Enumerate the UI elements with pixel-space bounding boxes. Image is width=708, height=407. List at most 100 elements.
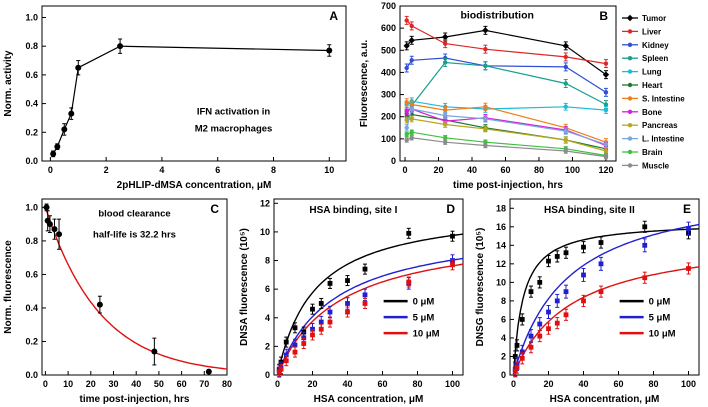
svg-text:100: 100 bbox=[381, 134, 396, 144]
svg-text:20: 20 bbox=[543, 379, 553, 389]
svg-text:Muscle: Muscle bbox=[642, 161, 670, 170]
svg-text:L. Intestine: L. Intestine bbox=[642, 135, 685, 144]
svg-text:12: 12 bbox=[260, 198, 270, 208]
svg-text:0.0: 0.0 bbox=[25, 156, 38, 166]
svg-text:HSA binding, site I: HSA binding, site I bbox=[309, 205, 397, 216]
svg-text:M2 macrophages: M2 macrophages bbox=[195, 124, 273, 135]
panel-a-activation-chart: 0 2 4 6 8 10 0.0 0.2 0.4 0.6 0.8 1.0 2pHLIP-dMSA con… bbox=[0, 0, 356, 193]
svg-text:60: 60 bbox=[177, 379, 187, 389]
svg-text:80: 80 bbox=[648, 379, 658, 389]
svg-text:0.4: 0.4 bbox=[25, 303, 38, 313]
svg-text:Heart: Heart bbox=[642, 81, 663, 90]
svg-text:30: 30 bbox=[108, 379, 118, 389]
svg-text:12: 12 bbox=[496, 259, 506, 269]
svg-text:0: 0 bbox=[43, 379, 48, 389]
svg-text:IFN activation in: IFN activation in bbox=[197, 107, 271, 118]
svg-text:10: 10 bbox=[324, 165, 334, 175]
svg-text:10: 10 bbox=[496, 277, 506, 287]
svg-text:2: 2 bbox=[265, 341, 270, 351]
svg-text:80: 80 bbox=[222, 379, 232, 389]
svg-text:0.4: 0.4 bbox=[25, 99, 38, 109]
svg-text:10: 10 bbox=[63, 379, 73, 389]
svg-text:0.0: 0.0 bbox=[25, 370, 38, 380]
svg-text:0.8: 0.8 bbox=[25, 236, 38, 246]
svg-text:DNSG fluorescence (10⁵): DNSG fluorescence (10⁵) bbox=[475, 228, 486, 347]
svg-text:HSA binding, site II: HSA binding, site II bbox=[544, 205, 635, 216]
svg-text:0.6: 0.6 bbox=[25, 269, 38, 279]
svg-text:0 μM: 0 μM bbox=[649, 297, 671, 308]
svg-text:8: 8 bbox=[501, 296, 506, 306]
svg-text:4: 4 bbox=[501, 333, 506, 343]
svg-text:300: 300 bbox=[381, 90, 396, 100]
svg-text:40: 40 bbox=[342, 379, 352, 389]
svg-text:0: 0 bbox=[48, 165, 53, 175]
svg-text:5 μM: 5 μM bbox=[413, 313, 435, 324]
svg-text:1.0: 1.0 bbox=[25, 12, 38, 22]
svg-text:8: 8 bbox=[265, 256, 270, 266]
svg-text:0.8: 0.8 bbox=[25, 41, 38, 51]
svg-text:10 μM: 10 μM bbox=[413, 329, 440, 340]
svg-text:A: A bbox=[329, 9, 338, 23]
svg-text:time post-injection, hrs: time post-injection, hrs bbox=[453, 180, 563, 191]
svg-text:4: 4 bbox=[265, 313, 270, 323]
svg-text:80: 80 bbox=[412, 379, 422, 389]
svg-text:100: 100 bbox=[681, 379, 696, 389]
svg-text:Spleen: Spleen bbox=[642, 54, 668, 63]
svg-text:blood clearance: blood clearance bbox=[98, 209, 170, 220]
svg-text:0: 0 bbox=[391, 156, 396, 166]
svg-text:14: 14 bbox=[496, 240, 506, 250]
svg-text:C: C bbox=[210, 202, 219, 216]
svg-text:60: 60 bbox=[377, 379, 387, 389]
svg-text:2: 2 bbox=[501, 351, 506, 361]
svg-text:Norm. activity: Norm. activity bbox=[3, 50, 14, 117]
svg-text:B: B bbox=[599, 9, 608, 23]
svg-text:Bone: Bone bbox=[642, 108, 663, 117]
svg-text:700: 700 bbox=[381, 1, 396, 11]
panel-b-biodistribution-chart: 0 20 40 60 80 100 120 0 100 200 300 400 500 600 700 tim… bbox=[356, 0, 708, 193]
svg-text:40: 40 bbox=[131, 379, 141, 389]
svg-text:18: 18 bbox=[496, 203, 506, 213]
svg-text:D: D bbox=[446, 202, 455, 216]
svg-text:2pHLIP-dMSA concentration, μM: 2pHLIP-dMSA concentration, μM bbox=[117, 180, 272, 191]
svg-text:80: 80 bbox=[534, 165, 544, 175]
svg-text:Pancreas: Pancreas bbox=[642, 121, 678, 130]
svg-text:100: 100 bbox=[565, 165, 580, 175]
svg-text:Tumor: Tumor bbox=[642, 14, 666, 23]
svg-text:half-life is 32.2 hrs: half-life is 32.2 hrs bbox=[93, 230, 176, 241]
svg-text:200: 200 bbox=[381, 112, 396, 122]
svg-text:0: 0 bbox=[501, 370, 506, 380]
svg-text:6: 6 bbox=[265, 284, 270, 294]
svg-text:2: 2 bbox=[104, 165, 109, 175]
svg-text:Brain: Brain bbox=[642, 148, 663, 157]
svg-text:HSA concentration, μM: HSA concentration, μM bbox=[550, 394, 660, 405]
svg-text:0: 0 bbox=[275, 379, 280, 389]
svg-text:20: 20 bbox=[86, 379, 96, 389]
svg-text:Kidney: Kidney bbox=[642, 41, 669, 50]
svg-text:10: 10 bbox=[260, 227, 270, 237]
svg-text:70: 70 bbox=[199, 379, 209, 389]
svg-text:600: 600 bbox=[381, 23, 396, 33]
svg-text:10 μM: 10 μM bbox=[649, 329, 676, 340]
svg-text:6: 6 bbox=[215, 165, 220, 175]
svg-text:Liver: Liver bbox=[642, 27, 661, 36]
svg-text:20: 20 bbox=[434, 165, 444, 175]
svg-text:8: 8 bbox=[271, 165, 276, 175]
svg-text:Norm. fluorescence: Norm. fluorescence bbox=[3, 240, 14, 334]
svg-text:50: 50 bbox=[154, 379, 164, 389]
svg-text:0: 0 bbox=[511, 379, 516, 389]
svg-text:HSA concentration, μM: HSA concentration, μM bbox=[314, 394, 424, 405]
svg-text:20: 20 bbox=[307, 379, 317, 389]
svg-text:16: 16 bbox=[496, 222, 506, 232]
svg-text:E: E bbox=[683, 202, 691, 216]
svg-text:Fluorescence, a.u.: Fluorescence, a.u. bbox=[359, 40, 370, 127]
svg-text:1.0: 1.0 bbox=[25, 202, 38, 212]
svg-text:Lung: Lung bbox=[642, 68, 662, 77]
svg-text:0.2: 0.2 bbox=[25, 127, 38, 137]
svg-text:40: 40 bbox=[467, 165, 477, 175]
panel-c-blood-clearance-chart: 0 10 20 30 40 50 60 70 80 0.0 0.2 0.4 0.6 0.8 1.0 time … bbox=[0, 193, 236, 407]
svg-text:6: 6 bbox=[501, 314, 506, 324]
svg-text:biodistribution: biodistribution bbox=[460, 9, 534, 21]
svg-text:120: 120 bbox=[598, 165, 613, 175]
svg-text:0 μM: 0 μM bbox=[413, 297, 435, 308]
